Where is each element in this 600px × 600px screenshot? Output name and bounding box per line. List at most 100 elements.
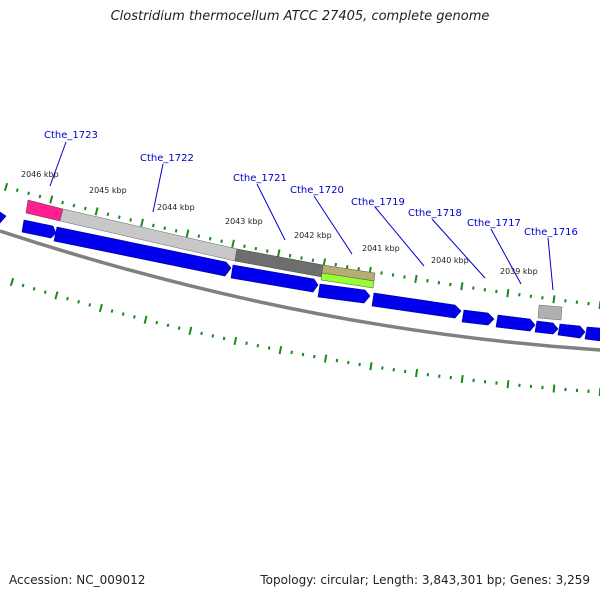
cds-arrow[interactable] [53,226,232,277]
gene-label[interactable]: Cthe_1717 [467,218,521,229]
tick-mark [288,253,292,258]
gene-label[interactable]: Cthe_1716 [524,227,578,238]
genome-summary-text: Topology: circular; Length: 3,843,301 bp… [260,573,590,587]
tick-mark [83,206,87,211]
cds-arrow[interactable] [371,292,462,319]
kbp-label: 2044 kbp [157,203,195,212]
tick-mark [106,212,110,217]
tick-mark [392,368,395,372]
tick-mark [15,188,19,192]
tick-mark [152,223,155,228]
tick-mark [345,265,349,269]
tick-mark [129,218,132,222]
tick-mark [197,234,201,238]
tick-mark [72,203,76,208]
tick-mark [117,215,121,219]
tick-mark [133,315,136,319]
tick-mark [311,258,315,262]
tick-mark [403,275,406,279]
tick-mark [358,362,361,367]
cds-arrow[interactable] [230,264,319,293]
tick-mark [265,249,269,253]
tick-mark [121,312,125,316]
inner-tick-ring [9,277,600,397]
kbp-label: 2046 kbp [21,170,59,179]
tick-mark [449,375,452,380]
tick-mark [32,287,36,291]
tick-mark [94,207,99,216]
tick-mark [243,244,246,249]
tick-mark [9,277,15,287]
tick-mark [403,369,407,374]
tick-mark [323,354,328,363]
cds-arrow[interactable] [584,326,600,342]
tick-mark [278,346,283,355]
tick-mark [518,292,521,297]
tick-mark [506,288,510,298]
cds-arrow[interactable] [0,211,7,224]
cds-arrow[interactable] [534,320,559,335]
gene-label[interactable]: Cthe_1722 [140,153,194,164]
tick-mark [415,368,419,378]
cds-arrow[interactable] [317,283,371,304]
tick-mark [222,336,226,341]
cds-arrow[interactable] [557,323,586,339]
tick-mark [245,341,248,346]
tick-mark [200,331,203,336]
tick-mark [188,326,193,335]
tick-mark [54,291,59,300]
tick-mark [143,315,148,324]
tick-mark [256,343,260,348]
tick-mark [449,282,452,287]
tick-mark [335,358,339,363]
gene-label[interactable]: Cthe_1718 [408,208,462,219]
gene-label[interactable]: Cthe_1721 [233,173,287,184]
cds-arrow[interactable] [495,314,536,332]
kbp-label: 2045 kbp [89,186,127,195]
gene-label[interactable]: Cthe_1723 [44,130,98,141]
cds-arrow[interactable] [21,219,57,239]
tick-mark [552,384,556,393]
tick-mark [254,246,258,251]
tick-mark [77,300,81,304]
tick-mark [460,374,464,384]
tick-mark [472,286,475,290]
kbp-label: 2042 kbp [294,231,332,240]
tick-mark [552,295,556,304]
tick-mark [381,366,384,370]
tick-mark [49,195,54,204]
gene-leader-line [547,237,554,291]
tick-mark [110,309,114,313]
map-title: Clostridium thermocellum ATCC 27405, com… [110,9,490,24]
feature-small-gray[interactable] [537,304,563,321]
tick-mark [166,323,170,328]
tick-mark [347,360,350,365]
tick-mark [300,256,303,260]
kbp-label: 2039 kbp [500,267,538,276]
tick-mark [174,229,178,233]
tick-mark [276,249,281,258]
tick-mark [233,336,238,346]
genome-backbone [0,229,600,352]
kbp-label: 2040 kbp [431,256,469,265]
tick-mark [38,194,42,199]
gene-label[interactable]: Cthe_1720 [290,185,344,196]
feature-green[interactable] [320,272,375,289]
tick-mark [290,350,293,355]
tick-mark [437,280,441,285]
tick-mark [3,182,9,192]
tick-mark [506,380,510,389]
tick-mark [163,226,167,231]
tick-mark [495,289,498,294]
gene-label[interactable]: Cthe_1719 [351,197,405,208]
cds-arrow[interactable] [461,309,495,326]
gene-leader-line [431,218,486,279]
tick-mark [483,288,487,292]
tick-mark [301,352,305,357]
tick-mark [426,279,429,283]
tick-mark [61,200,64,205]
accession-text: Accession: NC_009012 [9,573,146,587]
gene-leader-line [490,228,522,285]
feature-magenta[interactable] [25,199,64,222]
